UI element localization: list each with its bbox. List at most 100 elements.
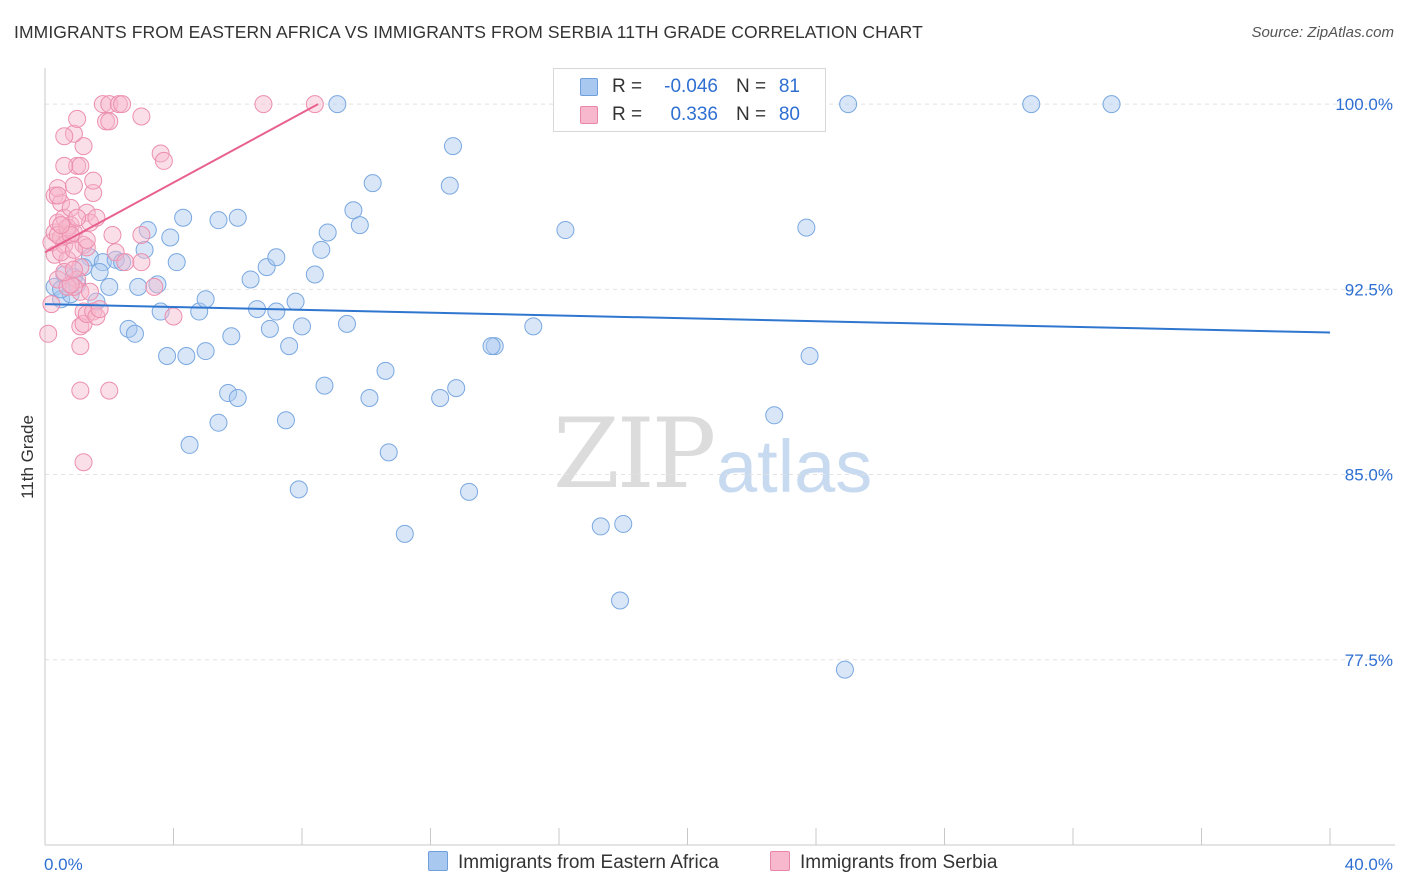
point-serbia bbox=[132, 107, 151, 126]
point-serbia bbox=[71, 381, 90, 400]
point-eastern-africa bbox=[219, 384, 238, 403]
point-eastern-africa bbox=[125, 324, 144, 343]
point-eastern-africa bbox=[209, 211, 228, 230]
point-eastern-africa bbox=[312, 240, 331, 259]
point-serbia bbox=[39, 324, 58, 343]
point-eastern-africa bbox=[431, 388, 450, 407]
legend-row-eastern-africa: R = -0.046 N = 81 bbox=[554, 73, 825, 101]
point-eastern-africa bbox=[293, 317, 311, 336]
point-eastern-africa bbox=[276, 411, 295, 430]
point-eastern-africa bbox=[241, 270, 260, 289]
point-serbia bbox=[116, 253, 135, 272]
point-eastern-africa bbox=[835, 660, 854, 679]
point-eastern-africa bbox=[1022, 95, 1041, 114]
y-tick-label: 77.5% bbox=[1345, 651, 1393, 670]
point-eastern-africa bbox=[90, 263, 109, 282]
legend-n-label: N = bbox=[736, 76, 767, 97]
point-eastern-africa bbox=[337, 314, 356, 333]
legend-n-label: N = bbox=[736, 104, 767, 125]
point-serbia bbox=[77, 230, 96, 249]
point-eastern-africa bbox=[174, 208, 193, 227]
point-eastern-africa bbox=[260, 319, 279, 338]
point-eastern-africa bbox=[158, 347, 177, 366]
bottom-legend-swatch-blue bbox=[428, 851, 448, 871]
point-serbia bbox=[74, 453, 93, 472]
point-serbia bbox=[100, 381, 119, 400]
point-eastern-africa bbox=[100, 277, 119, 296]
point-serbia bbox=[154, 151, 173, 170]
point-eastern-africa bbox=[360, 388, 379, 407]
point-eastern-africa bbox=[161, 228, 180, 247]
point-eastern-africa bbox=[289, 480, 308, 499]
point-serbia bbox=[48, 225, 67, 244]
point-eastern-africa bbox=[228, 208, 247, 227]
point-eastern-africa bbox=[443, 137, 462, 156]
point-eastern-africa bbox=[267, 248, 286, 267]
legend-n-value: 81 bbox=[778, 76, 800, 97]
point-serbia bbox=[48, 186, 67, 205]
point-serbia bbox=[77, 203, 96, 222]
point-eastern-africa bbox=[376, 361, 395, 380]
point-serbia bbox=[113, 95, 132, 114]
legend-n-value: 80 bbox=[778, 104, 800, 125]
point-eastern-africa bbox=[482, 337, 501, 356]
point-eastern-africa bbox=[556, 221, 575, 240]
point-eastern-africa bbox=[267, 302, 286, 321]
point-eastern-africa bbox=[315, 376, 334, 395]
point-eastern-africa bbox=[379, 443, 398, 462]
point-eastern-africa bbox=[196, 342, 215, 361]
point-serbia bbox=[61, 225, 80, 244]
point-serbia bbox=[48, 179, 67, 198]
point-eastern-africa bbox=[257, 258, 276, 277]
point-serbia bbox=[106, 243, 125, 262]
point-serbia bbox=[74, 235, 93, 254]
point-serbia bbox=[64, 176, 83, 195]
point-eastern-africa bbox=[180, 435, 199, 454]
point-serbia bbox=[103, 225, 122, 244]
y-axis-title: 11th Grade bbox=[18, 415, 37, 499]
point-eastern-africa bbox=[1102, 95, 1121, 114]
point-serbia bbox=[64, 240, 83, 259]
point-serbia bbox=[90, 300, 109, 319]
legend-swatch-pink bbox=[580, 106, 598, 124]
point-eastern-africa bbox=[395, 524, 414, 543]
bottom-legend-label: Immigrants from Eastern Africa bbox=[458, 852, 719, 873]
point-eastern-africa bbox=[167, 253, 186, 272]
point-eastern-africa bbox=[222, 327, 241, 346]
point-serbia bbox=[68, 208, 87, 227]
point-eastern-africa bbox=[344, 201, 363, 220]
point-eastern-africa bbox=[839, 95, 858, 114]
point-eastern-africa bbox=[765, 406, 784, 425]
watermark-zip: ZIP bbox=[553, 398, 716, 510]
point-serbia bbox=[64, 260, 83, 279]
legend-row-serbia: R = 0.336 N = 80 bbox=[554, 101, 825, 129]
point-serbia bbox=[80, 282, 99, 301]
point-serbia bbox=[61, 198, 80, 217]
legend-swatch-blue bbox=[580, 78, 598, 96]
point-serbia bbox=[71, 337, 90, 356]
point-eastern-africa bbox=[209, 413, 228, 432]
point-serbia bbox=[71, 156, 90, 175]
point-eastern-africa bbox=[440, 176, 459, 195]
y-tick-label: 85.0% bbox=[1345, 466, 1393, 485]
bottom-legend-eastern-africa: Immigrants from Eastern Africa bbox=[428, 851, 719, 874]
legend-r-value: 0.336 bbox=[670, 104, 718, 125]
legend-r-label: R = bbox=[612, 104, 643, 125]
trendline-serbia bbox=[44, 103, 319, 254]
point-serbia bbox=[132, 225, 151, 244]
point-serbia bbox=[100, 112, 119, 131]
bottom-legend-label: Immigrants from Serbia bbox=[800, 852, 998, 873]
point-serbia bbox=[84, 184, 103, 203]
y-tick-label: 100.0% bbox=[1335, 95, 1393, 114]
point-serbia bbox=[55, 156, 74, 175]
point-eastern-africa bbox=[611, 591, 630, 610]
x-tick-label: 0.0% bbox=[44, 855, 83, 874]
chart-title: IMMIGRANTS FROM EASTERN AFRICA VS IMMIGR… bbox=[14, 22, 923, 42]
point-eastern-africa bbox=[350, 216, 369, 235]
watermark-atlas: atlas bbox=[716, 425, 873, 508]
point-serbia bbox=[132, 253, 151, 272]
point-eastern-africa bbox=[363, 174, 382, 193]
point-eastern-africa bbox=[800, 347, 819, 366]
point-eastern-africa bbox=[591, 517, 610, 536]
point-serbia bbox=[145, 277, 164, 296]
